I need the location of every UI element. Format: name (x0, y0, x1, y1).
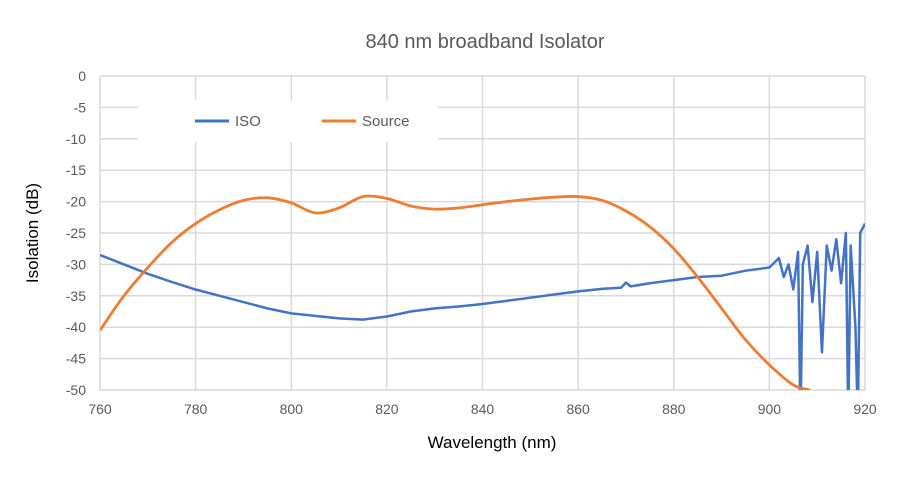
y-tick-label: -10 (66, 131, 86, 147)
legend-label-source: Source (362, 113, 410, 130)
legend-label-iso: ISO (235, 113, 261, 130)
x-tick-label: 900 (758, 401, 782, 417)
x-tick-label: 880 (662, 401, 686, 417)
y-tick-label: -15 (66, 162, 86, 178)
y-tick-label: -25 (66, 225, 86, 241)
chart-title: 840 nm broadband Isolator (365, 31, 604, 53)
x-tick-label: 760 (88, 401, 112, 417)
y-tick-label: -40 (66, 319, 86, 335)
x-tick-label: 820 (375, 401, 399, 417)
x-tick-label: 860 (566, 401, 590, 417)
y-tick-label: -30 (66, 256, 86, 272)
x-axis-label: Wavelength (nm) (428, 433, 557, 452)
y-tick-label: -50 (66, 382, 86, 398)
x-tick-label: 800 (280, 401, 304, 417)
y-axis-label: Isolation (dB) (23, 183, 42, 283)
legend-box (138, 100, 438, 142)
x-tick-label: 920 (853, 401, 877, 417)
series-line-source (100, 194, 811, 390)
y-tick-label: -5 (74, 99, 87, 115)
y-tick-label: 0 (78, 68, 86, 84)
y-tick-label: -35 (66, 288, 86, 304)
y-tick-label: -20 (66, 194, 86, 210)
series-line-iso (100, 223, 865, 390)
x-tick-label: 840 (471, 401, 495, 417)
x-tick-label: 780 (184, 401, 208, 417)
y-tick-label: -45 (66, 351, 86, 367)
